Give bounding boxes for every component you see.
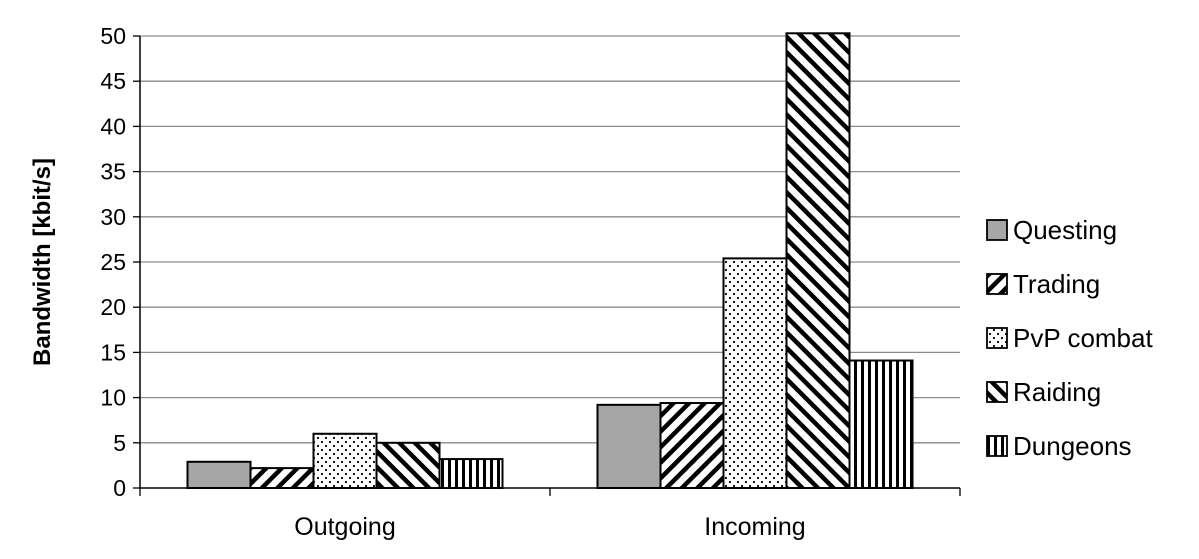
bar-pvp-combat-incoming [722, 257, 788, 489]
bar-dungeons-outgoing [438, 458, 504, 489]
legend-label: Questing [1013, 215, 1117, 245]
y-tick-label: 40 [100, 113, 126, 139]
y-tick-label: 30 [100, 204, 126, 230]
legend-label: Trading [1013, 269, 1100, 299]
bar-trading-outgoing [249, 467, 315, 489]
legend-swatch [986, 435, 1008, 457]
y-tick-label: 0 [113, 475, 126, 501]
bar-dungeons-incoming [848, 359, 914, 490]
y-axis-label: Bandwidth [kbit/s] [29, 158, 56, 366]
y-tick-label: 25 [100, 249, 126, 275]
y-tick-label: 5 [113, 430, 126, 456]
legend-label: Dungeons [1013, 431, 1132, 461]
bar-questing-incoming [596, 403, 662, 489]
bar-raiding-outgoing [375, 441, 441, 489]
bars [186, 32, 914, 490]
y-tick-label: 20 [100, 294, 126, 320]
y-tick-label: 10 [100, 385, 126, 411]
y-tick-label: 45 [100, 68, 126, 94]
y-tick-label: 15 [100, 339, 126, 365]
legend-swatch [986, 327, 1008, 349]
bar-questing-outgoing [186, 460, 252, 489]
y-tick-label: 50 [100, 23, 126, 49]
bar-pvp-combat-outgoing [312, 432, 378, 490]
legend-swatch [986, 219, 1008, 241]
x-category-label: Outgoing [294, 513, 395, 541]
x-category-label: Incoming [704, 513, 805, 541]
legend-swatch [986, 381, 1008, 403]
bar-raiding-incoming [785, 32, 851, 490]
y-tick-label: 35 [100, 159, 126, 185]
bar-trading-incoming [659, 402, 725, 489]
legend: Questing Trading PvP combat Raiding Dungeons [986, 215, 1153, 461]
legend-label: PvP combat [1013, 323, 1153, 353]
legend-swatch [986, 273, 1008, 295]
axes: 0 5 10 15 20 25 30 35 40 45 50 Outgoing Incoming [100, 23, 961, 541]
legend-label: Raiding [1013, 377, 1101, 407]
